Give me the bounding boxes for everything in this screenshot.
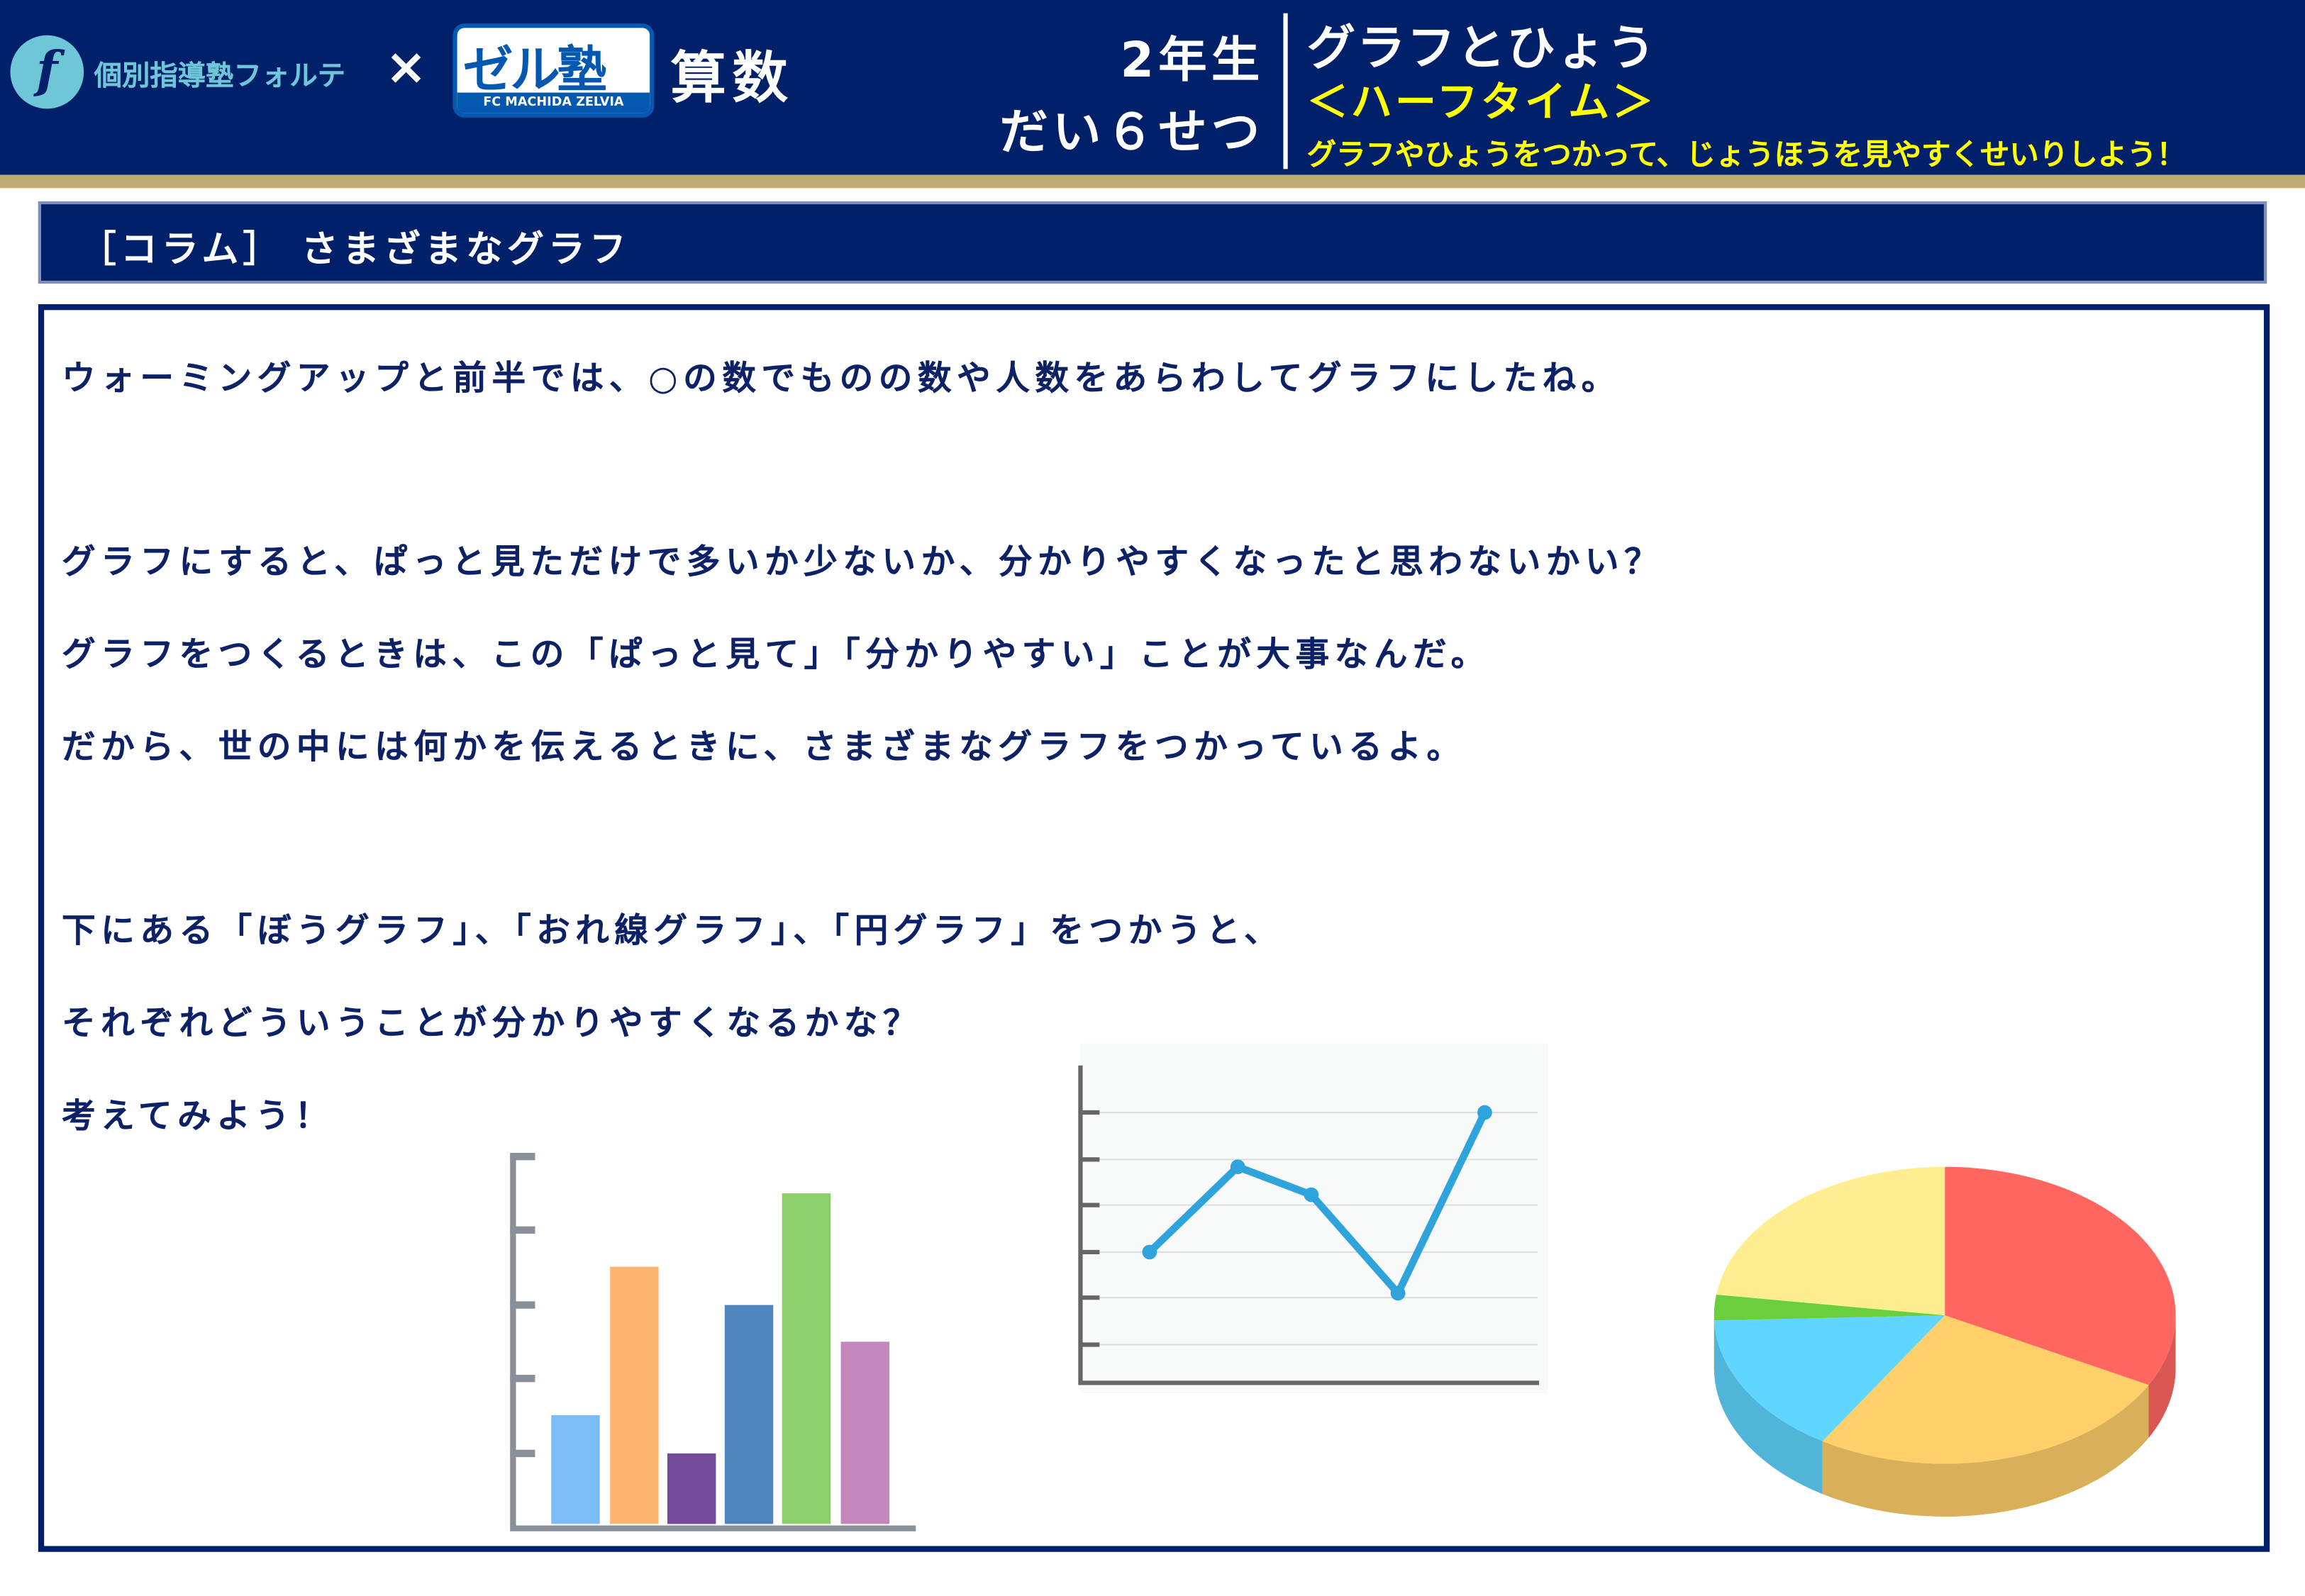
bar-illustration-bar (551, 1415, 599, 1524)
line-illustration-point (1477, 1105, 1492, 1120)
bar-illustration-bar (782, 1193, 831, 1524)
line-illustration-point (1391, 1286, 1406, 1301)
bar-illustration-bar (610, 1267, 658, 1524)
line-illustration-point (1142, 1245, 1157, 1260)
bar-illustration-bar (841, 1341, 889, 1524)
bar-illustration-bar (667, 1453, 716, 1524)
line-illustration-point (1231, 1159, 1245, 1174)
line-illustration-point (1304, 1188, 1318, 1202)
bar-illustration-bar (725, 1305, 773, 1524)
line-illustration-background (1080, 1044, 1548, 1393)
pie-illustration-slice (1716, 1167, 1945, 1315)
